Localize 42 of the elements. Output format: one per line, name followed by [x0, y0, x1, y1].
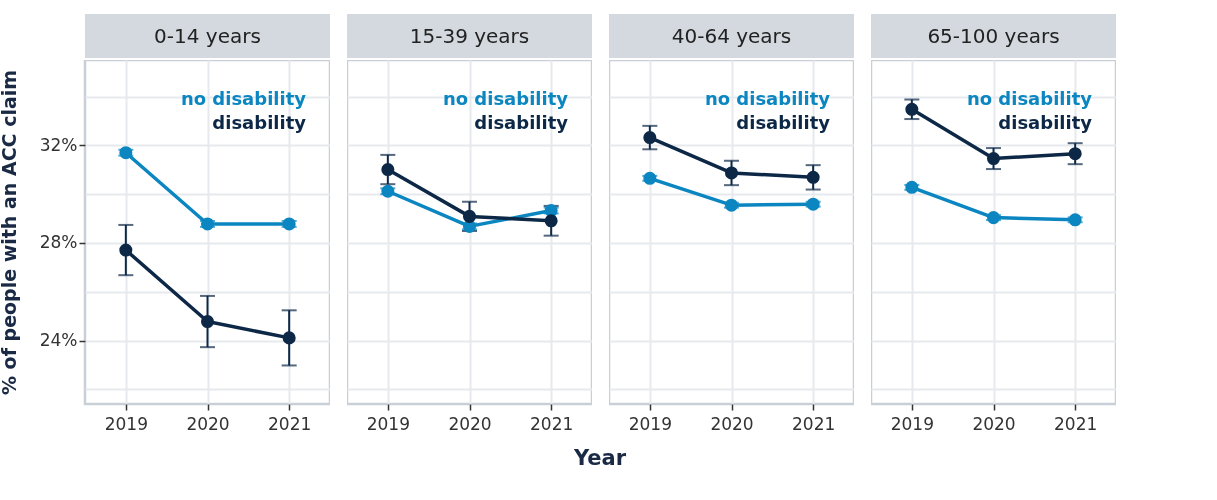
point	[282, 331, 296, 345]
chart-title: 65-100 years	[871, 14, 1116, 58]
x-tick-label: 2021	[1054, 413, 1098, 434]
text: no disability	[966, 88, 1093, 109]
text: no disability	[704, 88, 831, 109]
y-tick-label: 32%	[39, 134, 78, 155]
point	[806, 170, 820, 184]
x-tick-label: 2019	[104, 413, 148, 434]
point	[905, 102, 919, 116]
point	[643, 131, 657, 145]
x-tick-label: 2019	[366, 413, 410, 434]
x-tick-label: 2020	[186, 413, 230, 434]
y-tick-label: 28%	[39, 232, 78, 253]
point	[381, 163, 395, 177]
y-tick-label: 24%	[39, 330, 78, 351]
point	[986, 152, 1001, 166]
x-tick-label: 2020	[972, 413, 1016, 434]
x-tick-label: 2021	[792, 413, 836, 434]
series-label: disability	[736, 112, 831, 133]
point	[462, 209, 477, 223]
point	[1068, 147, 1082, 161]
x-tick-label: 2020	[448, 413, 492, 434]
x-tick-label: 2021	[268, 413, 312, 434]
text: Year	[572, 446, 628, 470]
x-tick-label: 2021	[530, 413, 574, 434]
chart-title: 15-39 years	[347, 14, 592, 58]
text: disability	[474, 112, 569, 133]
chart-title: 0-14 years	[85, 14, 330, 58]
x-tick-label: 2019	[628, 413, 672, 434]
chart-title: 40-64 years	[609, 14, 854, 58]
point	[119, 243, 133, 257]
point	[724, 166, 739, 180]
point	[544, 204, 558, 218]
y-axis-title: % of people with an ACC claim	[0, 69, 20, 396]
series-label: disability	[998, 112, 1093, 133]
point	[200, 315, 215, 329]
text: no disability	[180, 88, 307, 109]
text: no disability	[442, 88, 569, 109]
x-tick-label: 2019	[890, 413, 934, 434]
point	[544, 214, 558, 228]
x-tick-label: 2020	[710, 413, 754, 434]
text: disability	[212, 112, 307, 133]
